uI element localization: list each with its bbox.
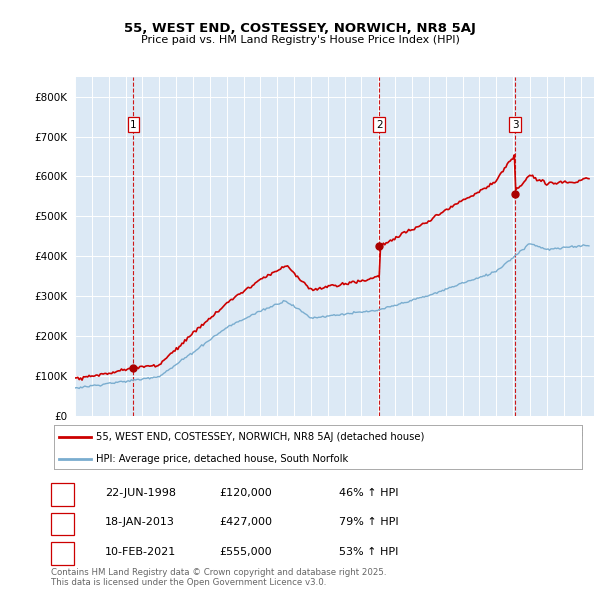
Text: 22-JUN-1998: 22-JUN-1998 (105, 488, 176, 497)
Text: 3: 3 (512, 120, 518, 130)
Text: HPI: Average price, detached house, South Norfolk: HPI: Average price, detached house, Sout… (96, 454, 349, 464)
Text: 3: 3 (59, 547, 66, 556)
Text: 53% ↑ HPI: 53% ↑ HPI (339, 547, 398, 556)
Text: 55, WEST END, COSTESSEY, NORWICH, NR8 5AJ (detached house): 55, WEST END, COSTESSEY, NORWICH, NR8 5A… (96, 432, 425, 442)
Text: Contains HM Land Registry data © Crown copyright and database right 2025.: Contains HM Land Registry data © Crown c… (51, 568, 386, 577)
Text: £555,000: £555,000 (219, 547, 272, 556)
Text: 10-FEB-2021: 10-FEB-2021 (105, 547, 176, 556)
Text: Price paid vs. HM Land Registry's House Price Index (HPI): Price paid vs. HM Land Registry's House … (140, 35, 460, 45)
Text: 46% ↑ HPI: 46% ↑ HPI (339, 488, 398, 497)
Text: £427,000: £427,000 (219, 517, 272, 527)
Text: 1: 1 (59, 488, 66, 497)
Text: 1: 1 (130, 120, 137, 130)
Text: £120,000: £120,000 (219, 488, 272, 497)
Text: 18-JAN-2013: 18-JAN-2013 (105, 517, 175, 527)
Text: 2: 2 (59, 517, 66, 527)
Text: 2: 2 (376, 120, 382, 130)
Text: 79% ↑ HPI: 79% ↑ HPI (339, 517, 398, 527)
Text: This data is licensed under the Open Government Licence v3.0.: This data is licensed under the Open Gov… (51, 578, 326, 587)
Text: 55, WEST END, COSTESSEY, NORWICH, NR8 5AJ: 55, WEST END, COSTESSEY, NORWICH, NR8 5A… (124, 22, 476, 35)
